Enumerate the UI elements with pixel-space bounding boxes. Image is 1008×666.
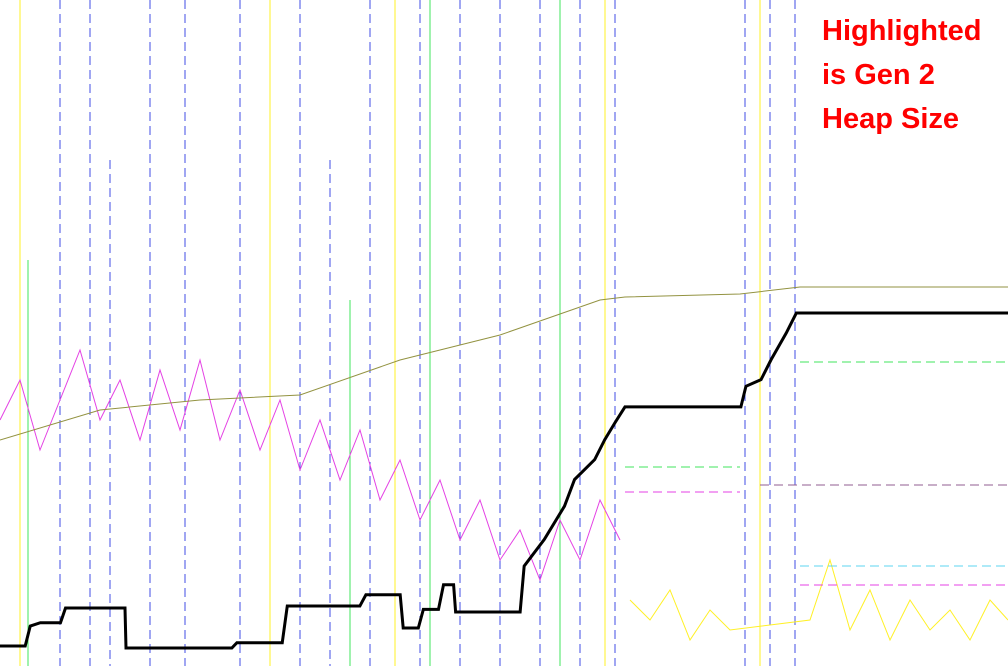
annotation-line: is Gen 2 bbox=[822, 59, 935, 91]
magenta-counters bbox=[0, 348, 1008, 586]
series-line bbox=[0, 311, 1008, 650]
trace bbox=[629, 558, 1008, 642]
trace bbox=[0, 286, 1008, 441]
trace bbox=[0, 348, 621, 582]
olive-counters bbox=[0, 286, 1008, 567]
annotation-line: Highlighted bbox=[822, 15, 981, 47]
dashed-counters bbox=[59, 0, 796, 666]
green-counters bbox=[27, 0, 1008, 666]
yellow-counters bbox=[19, 0, 1008, 666]
annotation-line: Heap Size bbox=[822, 103, 959, 135]
